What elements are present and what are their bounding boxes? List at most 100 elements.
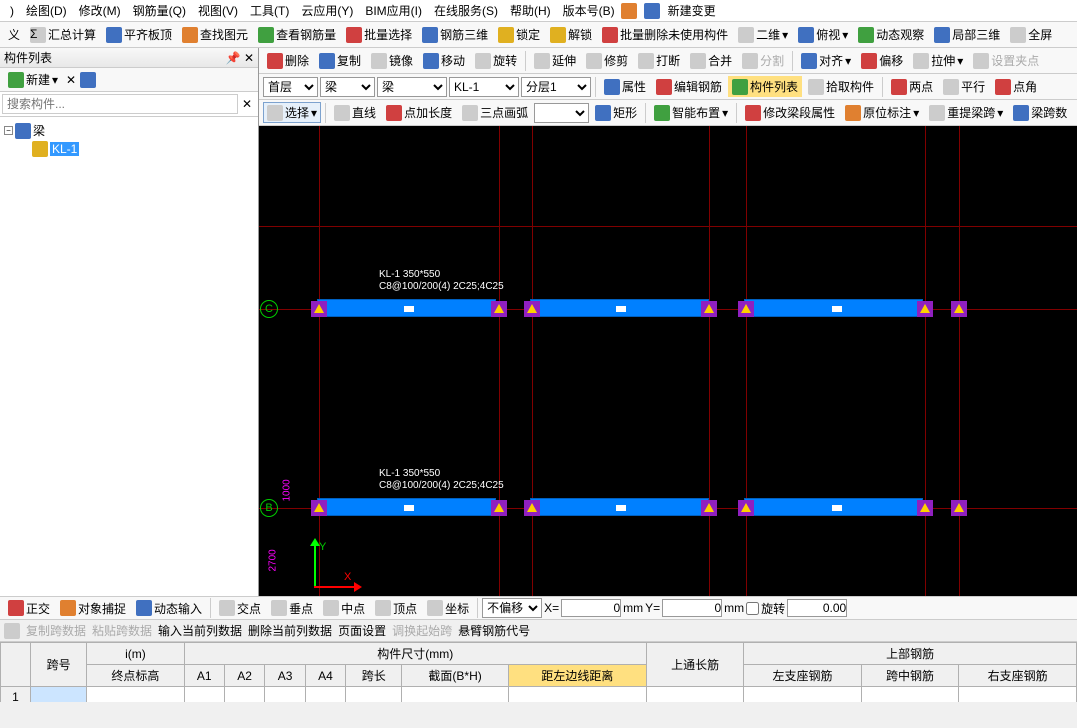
flush-top-button[interactable]: 平齐板顶 — [102, 24, 176, 45]
trim-button[interactable]: 修剪 — [582, 50, 632, 71]
rebar-3d-button[interactable]: 钢筋三维 — [418, 24, 492, 45]
menu-online[interactable]: 在线服务(S) — [428, 2, 504, 19]
batch-select-button[interactable]: 批量选择 — [342, 24, 416, 45]
mirror-icon — [371, 53, 387, 69]
parallel-button[interactable]: 平行 — [939, 76, 989, 97]
member-combo[interactable]: KL-1 — [449, 77, 519, 97]
new-change-button[interactable]: 新建变更 — [637, 1, 729, 20]
batch-delete-button[interactable]: 批量删除未使用构件 — [598, 24, 732, 45]
menu-help[interactable]: 帮助(H) — [504, 2, 557, 19]
cursor-icon — [267, 105, 283, 121]
find-icon — [182, 27, 198, 43]
find-elem-button[interactable]: 查找图元 — [178, 24, 252, 45]
table-row[interactable]: 1 — [1, 687, 1077, 703]
coord-button[interactable]: 坐标 — [423, 598, 473, 619]
close-icon[interactable]: ✕ — [244, 51, 254, 65]
ortho-button[interactable]: 正交 — [4, 598, 54, 619]
copy-button[interactable]: 复制 — [315, 50, 365, 71]
menu-version[interactable]: 版本号(B) — [557, 2, 621, 19]
new-change-icon — [644, 3, 660, 19]
tree-item-kl1[interactable]: KL-1 — [32, 140, 254, 158]
stretch-button[interactable]: 拉伸 ▾ — [909, 50, 967, 71]
pick-button[interactable]: 拾取构件 — [804, 76, 878, 97]
smart-button[interactable]: 智能布置 ▾ — [650, 102, 732, 123]
topview-button[interactable]: 俯视 ▾ — [794, 24, 852, 45]
fullscreen-button[interactable]: 全屏 — [1006, 24, 1056, 45]
move-button[interactable]: 移动 — [419, 50, 469, 71]
arc-combo[interactable] — [534, 103, 589, 123]
rotate-check[interactable] — [746, 602, 759, 615]
line-button[interactable]: 直线 — [330, 102, 380, 123]
floor-combo[interactable]: 首层 — [263, 77, 318, 97]
collapse-icon[interactable]: − — [4, 126, 13, 135]
view-rebar-button[interactable]: 查看钢筋量 — [254, 24, 340, 45]
menu-tools[interactable]: 工具(T) — [244, 2, 295, 19]
ctx-input-col[interactable]: 输入当前列数据 — [158, 622, 242, 639]
edit-rebar-button[interactable]: 编辑钢筋 — [652, 76, 726, 97]
x-input[interactable] — [561, 599, 621, 617]
menu-cloud[interactable]: 云应用(Y) — [295, 2, 359, 19]
col-right-support: 右支座钢筋 — [959, 665, 1077, 687]
align-icon — [801, 53, 817, 69]
component-list-button[interactable]: 构件列表 — [728, 76, 802, 97]
def-button[interactable]: 义 — [4, 24, 24, 45]
ctx-page-setup[interactable]: 页面设置 — [338, 622, 386, 639]
orbit-button[interactable]: 动态观察 — [854, 24, 928, 45]
menu-view[interactable]: 视图(V) — [192, 2, 244, 19]
delete-button[interactable]: 删除 — [263, 50, 313, 71]
ctx-cantilever[interactable]: 悬臂钢筋代号 — [458, 622, 530, 639]
drawing-canvas[interactable]: KL-1 350*550C8@100/200(4) 2C25;4C25KL-1 … — [259, 126, 1077, 596]
osnap-button[interactable]: 对象捕捉 — [56, 598, 130, 619]
extend-pt-button[interactable]: 点加长度 — [382, 102, 456, 123]
menu-bim[interactable]: BIM应用(I) — [359, 2, 428, 19]
y-label: Y= — [645, 601, 660, 615]
select-button[interactable]: 选择 ▾ — [263, 102, 321, 123]
break-button[interactable]: 打断 — [634, 50, 684, 71]
relift-button[interactable]: 重提梁跨 ▾ — [925, 102, 1007, 123]
two-point-button[interactable]: 两点 — [887, 76, 937, 97]
modify-seg-button[interactable]: 修改梁段属性 — [741, 102, 839, 123]
mirror-button[interactable]: 镜像 — [367, 50, 417, 71]
rotate-input[interactable] — [787, 599, 847, 617]
tree-root[interactable]: − 梁 — [4, 121, 254, 140]
cross-button[interactable]: 交点 — [215, 598, 265, 619]
search-input[interactable] — [2, 94, 238, 114]
sum-calc-button[interactable]: Σ汇总计算 — [26, 24, 100, 45]
local3d-button[interactable]: 局部三维 — [930, 24, 1004, 45]
copy-icon[interactable] — [80, 72, 96, 88]
apex-button[interactable]: 顶点 — [371, 598, 421, 619]
rotate-button[interactable]: 旋转 — [471, 50, 521, 71]
2d-button[interactable]: 二维 ▾ — [734, 24, 792, 45]
unlock-button[interactable]: 解锁 — [546, 24, 596, 45]
type1-combo[interactable]: 梁 — [320, 77, 375, 97]
arc-button[interactable]: 三点画弧 — [458, 102, 532, 123]
pt-angle-button[interactable]: 点角 — [991, 76, 1041, 97]
props-button[interactable]: 属性 — [600, 76, 650, 97]
pin-icon[interactable]: 📌 — [226, 51, 241, 65]
join-button[interactable]: 合并 — [686, 50, 736, 71]
mid-button[interactable]: 中点 — [319, 598, 369, 619]
offset-mode-combo[interactable]: 不偏移 — [482, 598, 542, 618]
orig-annot-button[interactable]: 原位标注 ▾ — [841, 102, 923, 123]
layer-combo[interactable]: 分层1 — [521, 77, 591, 97]
align-button[interactable]: 对齐 ▾ — [797, 50, 855, 71]
menu-modify[interactable]: 修改(M) — [73, 2, 127, 19]
dyn-button[interactable]: 动态输入 — [132, 598, 206, 619]
type2-combo[interactable]: 梁 — [377, 77, 447, 97]
new-button[interactable]: 新建 ▾ — [4, 69, 62, 90]
ctx-del-col[interactable]: 删除当前列数据 — [248, 622, 332, 639]
span-data-button[interactable]: 梁跨数 — [1009, 102, 1071, 123]
perp-button[interactable]: 垂点 — [267, 598, 317, 619]
y-input[interactable] — [662, 599, 722, 617]
delete-icon[interactable]: ✕ — [66, 73, 76, 87]
extend-button[interactable]: 延伸 — [530, 50, 580, 71]
lock-button[interactable]: 锁定 — [494, 24, 544, 45]
rect-button[interactable]: 矩形 — [591, 102, 641, 123]
menu-item[interactable]: ) — [4, 4, 20, 18]
offset-button[interactable]: 偏移 — [857, 50, 907, 71]
face-icon[interactable] — [621, 3, 637, 19]
menu-rebar[interactable]: 钢筋量(Q) — [127, 2, 192, 19]
menu-draw[interactable]: 绘图(D) — [20, 2, 73, 19]
search-clear-icon[interactable]: ✕ — [238, 94, 256, 114]
join-icon — [690, 53, 706, 69]
